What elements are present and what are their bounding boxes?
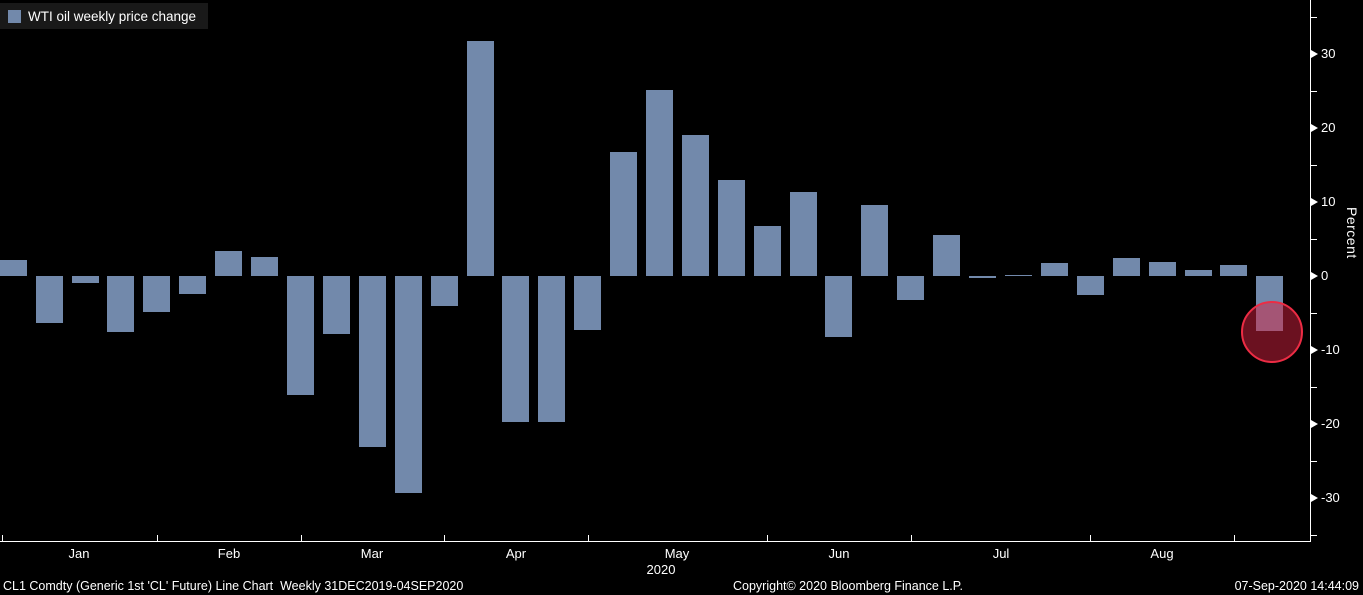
- footer-timestamp: 07-Sep-2020 14:44:09: [1234, 579, 1359, 593]
- bar-week-35: [1220, 265, 1247, 276]
- month-label-mar: Mar: [360, 546, 384, 561]
- footer-security-description: CL1 Comdty (Generic 1st 'CL' Future) Lin…: [3, 579, 464, 593]
- x-axis-line: [0, 541, 1311, 542]
- bar-week-2: [36, 276, 63, 323]
- bar-week-1: [0, 260, 27, 276]
- bar-week-28: [969, 276, 996, 278]
- bar-week-17: [574, 276, 601, 330]
- y-tick-label--10: -10: [1321, 342, 1340, 357]
- y-tick-label-0: 0: [1321, 268, 1329, 283]
- bar-week-30: [1041, 263, 1068, 276]
- bar-week-12: [395, 276, 422, 493]
- legend-label: WTI oil weekly price change: [28, 8, 197, 24]
- bar-week-7: [215, 251, 242, 276]
- month-label-may: May: [664, 546, 690, 561]
- bar-week-29: [1005, 275, 1032, 276]
- y-tick-arrow-icon: [1311, 494, 1318, 502]
- bar-week-5: [143, 276, 170, 312]
- legend-swatch-icon: [8, 9, 21, 23]
- bar-week-16: [538, 276, 565, 422]
- highlight-circle-annotation: [1241, 301, 1303, 363]
- month-label-feb: Feb: [217, 546, 241, 561]
- y-minor-tick: [1310, 461, 1317, 462]
- bar-week-14: [467, 41, 494, 276]
- bar-week-9: [287, 276, 314, 395]
- bar-week-18: [610, 152, 637, 276]
- x-tick: [2, 535, 3, 541]
- bar-week-13: [431, 276, 458, 306]
- y-tick-label--20: -20: [1321, 416, 1340, 431]
- bar-week-26: [897, 276, 924, 300]
- footer-bar: CL1 Comdty (Generic 1st 'CL' Future) Lin…: [0, 578, 1363, 595]
- bar-week-11: [359, 276, 386, 447]
- bar-week-31: [1077, 276, 1104, 295]
- y-tick-label-30: 30: [1321, 46, 1336, 61]
- x-tick: [588, 535, 589, 541]
- y-tick-label-20: 20: [1321, 120, 1336, 135]
- y-minor-tick: [1310, 313, 1317, 314]
- bar-week-34: [1185, 270, 1212, 276]
- month-label-jun: Jun: [828, 546, 850, 561]
- x-tick: [1234, 535, 1235, 541]
- y-minor-tick: [1310, 239, 1317, 240]
- footer-copyright: Copyright© 2020 Bloomberg Finance L.P.: [733, 579, 963, 593]
- month-label-jan: Jan: [68, 546, 90, 561]
- bar-week-32: [1113, 258, 1140, 276]
- y-axis-title: Percent: [1344, 207, 1360, 259]
- bar-week-24: [825, 276, 852, 337]
- y-tick-arrow-icon: [1311, 272, 1318, 280]
- x-tick: [444, 535, 445, 541]
- x-axis-year-label: 2020: [646, 562, 676, 577]
- x-tick: [767, 535, 768, 541]
- month-label-jul: Jul: [992, 546, 1010, 561]
- y-axis-line: [1310, 0, 1311, 542]
- y-minor-tick: [1310, 387, 1317, 388]
- y-tick-arrow-icon: [1311, 346, 1318, 354]
- x-tick: [1090, 535, 1091, 541]
- bar-week-6: [179, 276, 206, 294]
- bar-week-27: [933, 235, 960, 276]
- y-minor-tick: [1310, 91, 1317, 92]
- x-tick: [157, 535, 158, 541]
- bar-week-33: [1149, 262, 1176, 276]
- bar-week-22: [754, 226, 781, 276]
- bar-week-21: [718, 180, 745, 276]
- y-minor-tick: [1310, 535, 1317, 536]
- month-label-apr: Apr: [505, 546, 527, 561]
- y-tick-arrow-icon: [1311, 198, 1318, 206]
- x-tick: [301, 535, 302, 541]
- bar-week-20: [682, 135, 709, 276]
- y-tick-arrow-icon: [1311, 50, 1318, 58]
- y-minor-tick: [1310, 165, 1317, 166]
- x-tick: [911, 535, 912, 541]
- bar-week-10: [323, 276, 350, 334]
- bar-week-8: [251, 257, 278, 276]
- bar-week-19: [646, 90, 673, 276]
- bar-week-15: [502, 276, 529, 422]
- y-tick-label-10: 10: [1321, 194, 1336, 209]
- y-tick-arrow-icon: [1311, 420, 1318, 428]
- bar-week-4: [107, 276, 134, 332]
- y-tick-arrow-icon: [1311, 124, 1318, 132]
- bar-week-3: [72, 276, 99, 283]
- y-minor-tick: [1310, 17, 1317, 18]
- bar-week-23: [790, 192, 817, 276]
- bar-week-25: [861, 205, 888, 276]
- month-label-aug: Aug: [1150, 546, 1174, 561]
- legend[interactable]: WTI oil weekly price change: [0, 3, 209, 29]
- y-tick-label--30: -30: [1321, 490, 1340, 505]
